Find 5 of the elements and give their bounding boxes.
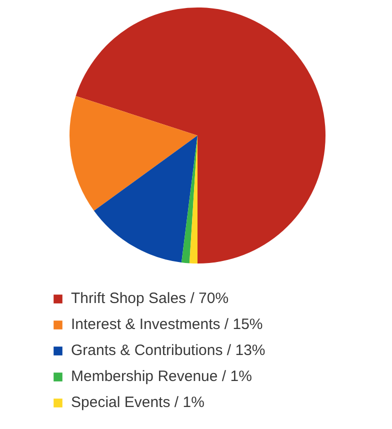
legend-label: Thrift Shop Sales / 70%: [71, 290, 229, 307]
legend-label: Special Events / 1%: [71, 394, 204, 411]
legend-label: Membership Revenue / 1%: [71, 368, 252, 385]
legend-label: Interest & Investments / 15%: [71, 316, 263, 333]
legend-label: Grants & Contributions / 13%: [71, 342, 266, 359]
